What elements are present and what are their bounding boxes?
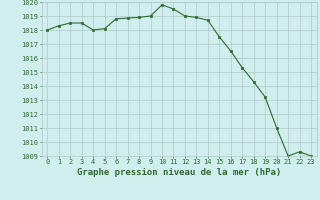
X-axis label: Graphe pression niveau de la mer (hPa): Graphe pression niveau de la mer (hPa) — [77, 168, 281, 177]
